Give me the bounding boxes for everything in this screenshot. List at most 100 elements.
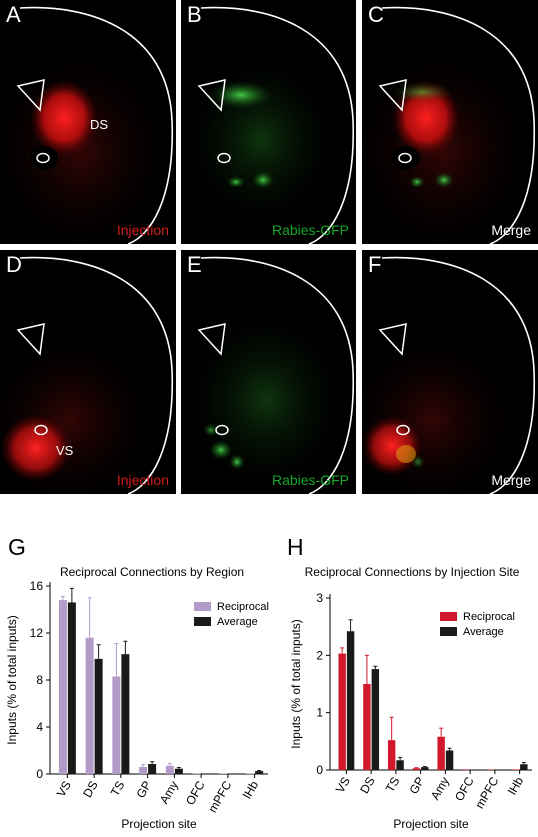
- x-tick-label: TS: [383, 775, 403, 795]
- panel-caption: Merge: [491, 222, 531, 238]
- bar: [520, 764, 528, 770]
- bar: [67, 602, 76, 774]
- x-tick-label: lHb: [505, 774, 526, 797]
- x-tick-label: TS: [108, 779, 128, 799]
- brain-section-image: [362, 6, 537, 244]
- bar: [470, 769, 479, 771]
- bar: [371, 669, 380, 770]
- x-tick-label: Amy: [157, 779, 181, 807]
- x-tick-label: GP: [406, 775, 427, 797]
- bar: [165, 765, 174, 774]
- bar: [94, 658, 103, 774]
- chart-letter: G: [8, 534, 26, 560]
- y-tick-label: 3: [316, 591, 323, 605]
- bar: [511, 769, 520, 771]
- y-tick-label: 1: [316, 706, 323, 720]
- legend-swatch: [440, 627, 457, 636]
- x-tick-label: VS: [54, 779, 74, 800]
- legend-label: Average: [463, 626, 504, 638]
- bar: [486, 769, 495, 771]
- bar: [228, 773, 237, 775]
- x-tick-label: OFC: [183, 778, 208, 807]
- panel-letter: A: [6, 2, 21, 27]
- y-axis-label: Inputs (% of total inputs): [5, 615, 19, 744]
- bar: [192, 773, 201, 775]
- panel-letter: C: [368, 2, 384, 27]
- bar: [363, 684, 371, 770]
- brain-section-image: [0, 6, 175, 244]
- y-tick-label: 16: [30, 579, 44, 593]
- bar: [346, 631, 355, 770]
- bar: [437, 736, 445, 770]
- y-tick-label: 8: [36, 673, 43, 687]
- panel-caption: Rabies-GFP: [271, 472, 349, 488]
- bar: [445, 750, 454, 770]
- panel-letter: E: [187, 252, 202, 277]
- bar: [421, 767, 429, 770]
- brain-section-image: [0, 256, 174, 494]
- bar: [201, 773, 210, 775]
- bar: [139, 766, 148, 774]
- bar: [387, 740, 396, 770]
- x-axis-label: Projection site: [393, 817, 469, 831]
- brain-section-image: [181, 256, 355, 494]
- x-tick-label: VS: [333, 775, 353, 796]
- bar: [462, 769, 470, 771]
- micrograph-panel-f: F Merge: [362, 250, 538, 494]
- panel-caption: Injection: [116, 472, 169, 488]
- x-tick-label: DS: [357, 775, 377, 796]
- y-tick-label: 2: [316, 648, 323, 662]
- y-tick-label: 0: [36, 767, 43, 781]
- panel-caption: Injection: [116, 222, 169, 238]
- micrograph-panel-d: D VS Injection: [0, 250, 176, 494]
- y-axis-label: Inputs (% of total inputs): [289, 619, 303, 748]
- bar: [174, 768, 183, 774]
- panel-letter: D: [6, 252, 22, 277]
- bar: [148, 764, 157, 774]
- x-tick-label: lHb: [240, 778, 261, 801]
- micrograph-panel-e: E Rabies-GFP: [181, 250, 356, 494]
- y-tick-label: 0: [316, 763, 323, 777]
- x-tick-label: DS: [80, 779, 100, 800]
- bar: [495, 769, 503, 771]
- legend-label: Reciprocal: [463, 611, 515, 623]
- bar: [112, 676, 121, 774]
- legend-swatch: [194, 617, 211, 626]
- x-tick-label: OFC: [452, 774, 477, 803]
- bar: [121, 654, 130, 774]
- panel-caption: Merge: [491, 472, 531, 488]
- chart-title: Reciprocal Connections by Region: [60, 565, 244, 579]
- bar: [396, 760, 404, 770]
- x-axis-label: Projection site: [121, 817, 197, 831]
- chart-letter: H: [287, 534, 304, 560]
- panel-caption: Rabies-GFP: [271, 222, 349, 238]
- x-tick-label: GP: [133, 779, 154, 801]
- legend-label: Average: [217, 616, 258, 628]
- bar: [85, 637, 94, 774]
- micrograph-panel-a: A DS Injection: [0, 0, 176, 244]
- panel-letter: F: [368, 252, 382, 277]
- region-label: DS: [90, 117, 109, 132]
- y-tick-label: 12: [30, 626, 44, 640]
- legend-label: Reciprocal: [217, 601, 269, 613]
- brain-section-image: [181, 6, 355, 244]
- micrograph-panel-c: C Merge: [362, 0, 538, 244]
- panel-letter: B: [187, 2, 202, 27]
- bar: [255, 771, 264, 774]
- micrograph-panel-b: B Rabies-GFP: [181, 0, 356, 244]
- x-tick-label: mPFC: [205, 778, 234, 815]
- legend-swatch: [440, 612, 457, 621]
- x-tick-label: mPFC: [472, 774, 501, 811]
- brain-section-image: [362, 256, 536, 494]
- x-tick-label: Amy: [428, 775, 452, 803]
- y-tick-label: 4: [36, 720, 43, 734]
- bar: [338, 653, 346, 770]
- bar: [58, 600, 67, 774]
- legend-swatch: [194, 602, 211, 611]
- bar: [246, 773, 255, 775]
- bar: [219, 773, 228, 775]
- region-label: VS: [56, 443, 74, 458]
- bar: [412, 768, 421, 770]
- chart-title: Reciprocal Connections by Injection Site: [305, 565, 520, 579]
